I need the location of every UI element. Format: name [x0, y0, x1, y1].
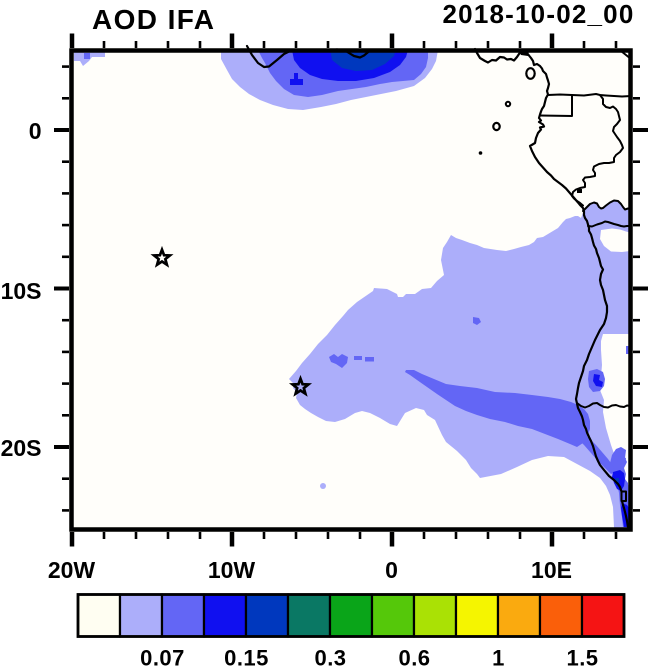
svg-text:20W: 20W [48, 557, 96, 583]
svg-text:0.3: 0.3 [314, 646, 346, 667]
svg-text:0: 0 [29, 118, 42, 144]
svg-text:1: 1 [492, 646, 505, 667]
svg-text:10S: 10S [1, 278, 42, 304]
svg-text:10W: 10W [208, 557, 256, 583]
svg-text:0.15: 0.15 [224, 646, 269, 667]
svg-text:1.5: 1.5 [566, 646, 598, 667]
svg-text:0.6: 0.6 [398, 646, 430, 667]
svg-text:2018-10-02_00: 2018-10-02_00 [443, 0, 635, 29]
svg-text:0.07: 0.07 [140, 646, 185, 667]
svg-text:0: 0 [385, 557, 398, 583]
svg-text:10E: 10E [531, 557, 572, 583]
svg-text:AOD IFA: AOD IFA [92, 4, 215, 35]
svg-text:20S: 20S [1, 435, 42, 461]
